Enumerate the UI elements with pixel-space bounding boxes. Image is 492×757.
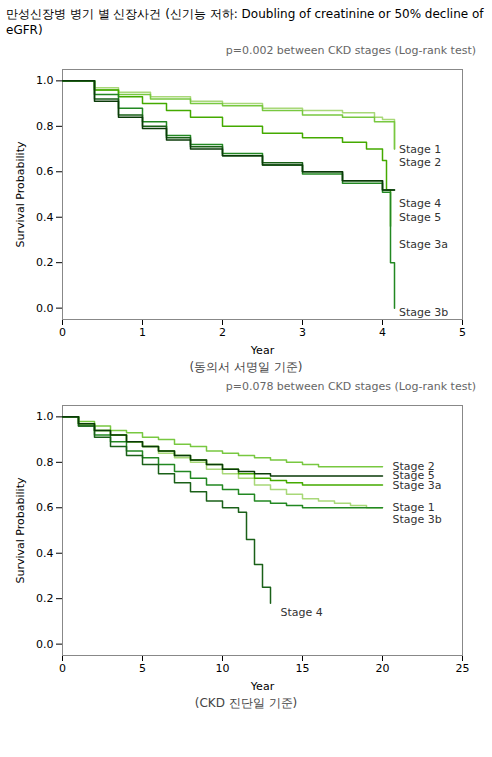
svg-text:0.2: 0.2 — [36, 256, 54, 269]
svg-text:Stage 2: Stage 2 — [392, 460, 435, 474]
svg-text:Stage 2: Stage 2 — [399, 156, 441, 169]
svg-text:Year: Year — [250, 680, 275, 693]
svg-text:Year: Year — [250, 344, 275, 357]
svg-text:0.2: 0.2 — [36, 592, 54, 605]
svg-text:0.8: 0.8 — [36, 120, 54, 133]
svg-text:Stage 3b: Stage 3b — [393, 513, 442, 526]
svg-text:Stage 1: Stage 1 — [392, 501, 435, 515]
svg-text:Stage 5: Stage 5 — [399, 211, 441, 224]
svg-text:0: 0 — [59, 662, 66, 675]
html-text:p=0.078 between CKD stages (Lo: p=0.078 between CKD stages (Log-rank tes… — [225, 380, 476, 393]
svg-text:Stage 3b: Stage 3b — [399, 306, 448, 319]
svg-text:5: 5 — [459, 326, 466, 339]
html-text:만성신장병 병기 별 신장사건 (신기능 저하: Doubl: 만성신장병 병기 별 신장사건 (신기능 저하: Doubling of cre… — [6, 7, 484, 37]
svg-text:1: 1 — [139, 326, 146, 339]
svg-text:20: 20 — [376, 662, 390, 675]
svg-text:0.0: 0.0 — [36, 302, 54, 315]
svg-text:3: 3 — [299, 326, 306, 339]
svg-text:0: 0 — [59, 326, 66, 339]
html-text:p=0.002 between CKD stages (Lo: p=0.002 between CKD stages (Log-rank tes… — [225, 44, 476, 57]
svg-text:Stage 3a: Stage 3a — [392, 478, 442, 492]
svg-text:1.0: 1.0 — [36, 74, 54, 87]
html-text:(동의서 서명일 기준): (동의서 서명일 기준) — [189, 360, 303, 374]
svg-text:15: 15 — [296, 662, 310, 675]
svg-text:Stage 4: Stage 4 — [399, 197, 441, 210]
svg-text:0.6: 0.6 — [36, 501, 54, 514]
svg-text:0.6: 0.6 — [36, 165, 54, 178]
svg-text:25: 25 — [456, 662, 470, 675]
svg-text:Stage 5: Stage 5 — [393, 469, 435, 482]
svg-text:0.4: 0.4 — [36, 547, 54, 560]
svg-text:Stage 4: Stage 4 — [281, 606, 323, 619]
svg-text:Stage 1: Stage 1 — [399, 143, 441, 156]
svg-text:5: 5 — [139, 662, 146, 675]
svg-text:Survival Probability: Survival Probability — [14, 141, 27, 247]
svg-text:Stage 3a: Stage 3a — [399, 238, 448, 251]
svg-text:0.0: 0.0 — [36, 638, 54, 651]
svg-text:4: 4 — [379, 326, 386, 339]
svg-text:0.8: 0.8 — [36, 456, 54, 469]
svg-text:Survival Probability: Survival Probability — [14, 477, 27, 583]
svg-text:1.0: 1.0 — [36, 410, 54, 423]
svg-text:10: 10 — [216, 662, 230, 675]
svg-text:2: 2 — [219, 326, 226, 339]
svg-text:0.4: 0.4 — [36, 211, 54, 224]
html-text:(CKD 진단일 기준): (CKD 진단일 기준) — [194, 696, 298, 710]
